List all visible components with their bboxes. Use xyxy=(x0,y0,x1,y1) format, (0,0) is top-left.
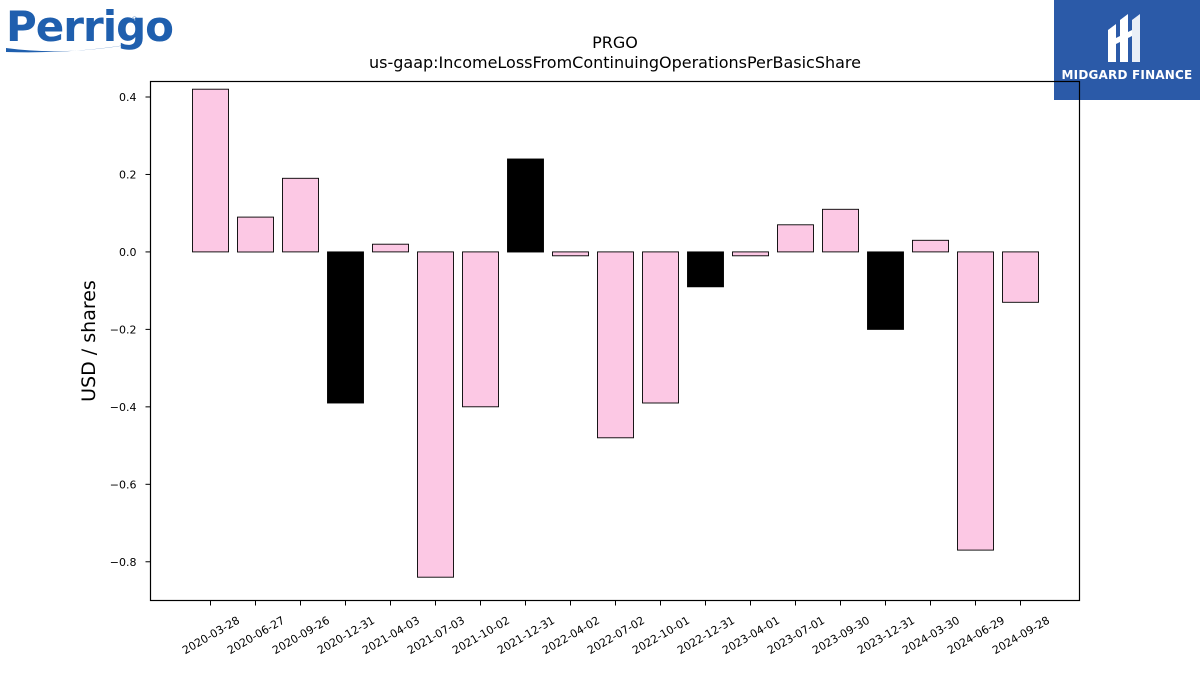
bar-2021-12-31 xyxy=(507,158,544,253)
x-ticks-group: 2020-03-282020-06-272020-09-262020-12-31… xyxy=(180,600,1052,657)
y-tick-label: −0.4 xyxy=(110,401,137,414)
y-tick-label: −0.6 xyxy=(110,478,137,491)
bar-2020-09-26 xyxy=(282,177,319,253)
bar-2020-12-31 xyxy=(327,251,364,404)
y-ticks-group: 0.4 0.2 0.0 −0.2 −0.4 −0.6 −0.8 xyxy=(110,91,151,569)
bar-2021-07-03 xyxy=(417,251,454,578)
perrigo-swoosh-icon xyxy=(6,44,132,53)
midgard-mark-icon xyxy=(1108,14,1140,62)
bar-2021-04-03 xyxy=(372,243,409,253)
bar-2023-12-31 xyxy=(867,251,904,330)
plot-frame xyxy=(149,80,1081,602)
bar-2024-06-29 xyxy=(957,251,994,551)
y-tick-label: −0.2 xyxy=(110,323,137,336)
bar-2021-10-02 xyxy=(462,251,499,408)
y-tick-label: 0.2 xyxy=(119,168,137,181)
bar-2022-10-01 xyxy=(642,251,679,404)
bar-2022-12-31 xyxy=(687,251,724,288)
midgard-finance-logo: MIDGARD FINANCE xyxy=(1054,0,1200,100)
perrigo-wordmark: Perrigo xyxy=(6,2,174,51)
midgard-finance-name: MIDGARD FINANCE xyxy=(1061,68,1193,82)
chart-subtitle: us-gaap:IncomeLossFromContinuingOperatio… xyxy=(369,53,861,72)
bar-2023-07-01 xyxy=(777,224,814,253)
perrigo-logo: Perrigo ® xyxy=(4,4,174,54)
y-tick-label: 0.4 xyxy=(119,91,137,104)
registered-mark: ® xyxy=(131,16,138,24)
bar-2020-03-28 xyxy=(192,88,229,253)
bars-group xyxy=(192,88,1039,578)
bar-2023-04-01 xyxy=(732,251,769,257)
bar-2024-03-30 xyxy=(912,239,949,253)
bar-2020-06-27 xyxy=(237,216,274,253)
bar-2023-09-30 xyxy=(822,208,859,253)
y-tick-label: 0.0 xyxy=(119,246,137,259)
bar-2022-04-02 xyxy=(552,251,589,257)
y-tick-label: −0.8 xyxy=(110,556,137,569)
bar-2022-07-02 xyxy=(597,251,634,439)
y-axis-label: USD / shares xyxy=(78,280,100,402)
chart-title: PRGO xyxy=(592,33,638,52)
bar-2024-09-28 xyxy=(1002,251,1039,303)
